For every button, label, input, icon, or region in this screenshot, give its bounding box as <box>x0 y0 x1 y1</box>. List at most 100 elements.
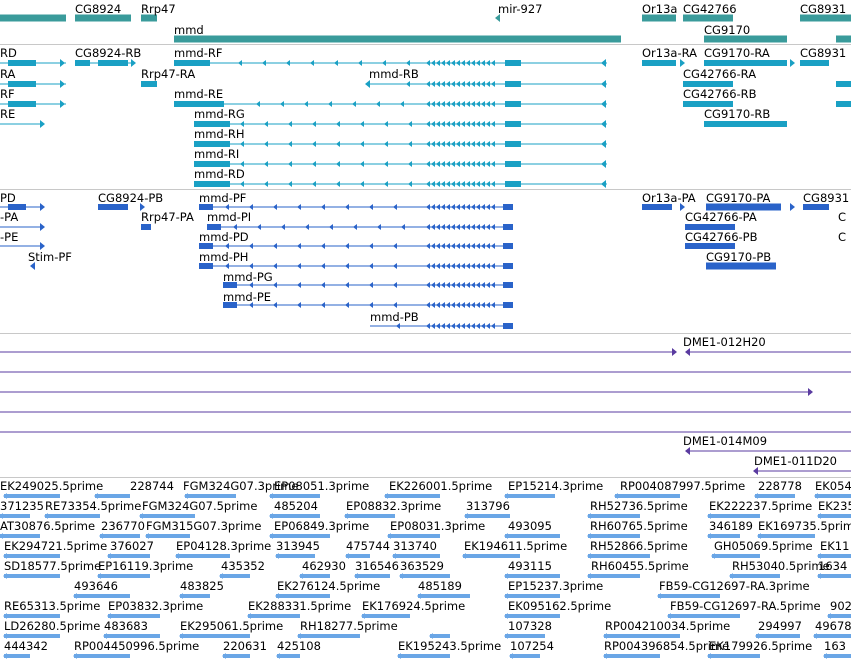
protein-label[interactable]: mmd-PH <box>199 250 249 264</box>
est-label[interactable]: EK222237.5prime <box>709 499 813 513</box>
est-label[interactable]: 107328 <box>508 619 552 633</box>
gene-label[interactable]: mir-927 <box>498 2 543 16</box>
est-label[interactable]: 228744 <box>130 479 174 493</box>
transcript-label[interactable]: mmd-RE <box>174 87 224 101</box>
est-label[interactable]: 107254 <box>510 639 554 653</box>
est-label[interactable]: FB59-CG12697-RA.5prime <box>670 599 821 613</box>
est-label[interactable]: RH18277.5prime <box>300 619 398 633</box>
est-label[interactable]: 236770 <box>101 519 145 533</box>
protein-label[interactable]: C <box>838 230 847 244</box>
protein-label[interactable]: mmd-PI <box>207 210 252 224</box>
est-label[interactable]: 376027 <box>110 539 154 553</box>
est-label[interactable]: 371235 <box>0 499 44 513</box>
protein-label[interactable]: -PA <box>0 210 19 224</box>
est-label[interactable]: FGM315G07.3prime <box>146 519 262 533</box>
transcript-label[interactable]: RA <box>0 67 16 81</box>
est-label[interactable]: 485189 <box>418 579 462 593</box>
est-label[interactable]: EK169735.5prime <box>758 519 851 533</box>
est-label[interactable]: RH52736.5prime <box>590 499 688 513</box>
protein-label[interactable]: -PE <box>0 230 19 244</box>
transcript-label[interactable]: CG42766-RA <box>683 67 757 81</box>
transcript-label[interactable]: CG8931 <box>800 46 847 60</box>
est-label[interactable]: 228778 <box>758 479 802 493</box>
est-label[interactable]: EP04128.3prime <box>176 539 272 553</box>
transcript-label[interactable]: mmd-RF <box>174 46 223 60</box>
est-label[interactable]: EP06849.3prime <box>274 519 370 533</box>
protein-label[interactable]: CG9170-PA <box>706 191 771 205</box>
transcript-label[interactable]: CG8924-RB <box>75 46 142 60</box>
est-label[interactable]: EK288331.5prime <box>248 599 352 613</box>
est-label[interactable]: 1634 <box>818 559 848 573</box>
est-label[interactable]: 49678 <box>815 619 851 633</box>
est-label[interactable]: FB59-CG12697-RA.3prime <box>659 579 810 593</box>
est-label[interactable]: FGM324G07.3prime <box>183 479 299 493</box>
est-label[interactable]: RP004450996.5prime <box>74 639 200 653</box>
est-label[interactable]: 316546 <box>355 559 399 573</box>
est-label[interactable]: 493115 <box>508 559 552 573</box>
est-label[interactable]: EP16119.3prime <box>98 559 194 573</box>
protein-label[interactable]: mmd-PF <box>199 191 247 205</box>
transcript-label[interactable]: mmd-RH <box>194 127 245 141</box>
protein-label[interactable]: CG8931 <box>803 191 850 205</box>
clone-label[interactable]: DME1-011D20 <box>754 454 837 468</box>
est-label[interactable]: 444342 <box>4 639 48 653</box>
est-label[interactable]: EK235 <box>818 499 851 513</box>
est-label[interactable]: 313945 <box>276 539 320 553</box>
est-label[interactable]: 493095 <box>508 519 552 533</box>
protein-label[interactable]: Rrp47-PA <box>141 210 194 224</box>
est-label[interactable]: RP004210034.5prime <box>605 619 731 633</box>
est-label[interactable]: EP15214.3prime <box>508 479 604 493</box>
est-label[interactable]: 346189 <box>709 519 753 533</box>
est-label[interactable]: EP15237.3prime <box>508 579 604 593</box>
est-label[interactable]: EK195243.5prime <box>398 639 502 653</box>
protein-label[interactable]: PD <box>0 191 16 205</box>
transcript-label[interactable]: Rrp47-RA <box>141 67 196 81</box>
est-label[interactable]: 435352 <box>221 559 265 573</box>
est-label[interactable]: 363529 <box>400 559 444 573</box>
est-label[interactable]: GH05069.5prime <box>714 539 813 553</box>
transcript-label[interactable]: RF <box>0 87 15 101</box>
gene-label[interactable]: Rrp47 <box>141 2 176 16</box>
est-label[interactable]: 493646 <box>74 579 118 593</box>
est-label[interactable]: 313796 <box>466 499 510 513</box>
est-label[interactable]: AT30876.5prime <box>0 519 96 533</box>
est-label[interactable]: 902 <box>830 599 851 613</box>
est-label[interactable]: RH53040.5prime <box>732 559 830 573</box>
est-label[interactable]: EK295061.5prime <box>180 619 284 633</box>
est-label[interactable]: RH60765.5prime <box>590 519 688 533</box>
est-label[interactable]: FGM324G07.5prime <box>142 499 258 513</box>
est-label[interactable]: 485204 <box>274 499 318 513</box>
est-label[interactable]: 483825 <box>180 579 224 593</box>
gene-label[interactable]: CG8924 <box>75 2 122 16</box>
protein-label[interactable]: mmd-PD <box>199 230 249 244</box>
protein-label[interactable]: mmd-PE <box>223 290 272 304</box>
est-label[interactable]: EP08832.3prime <box>346 499 442 513</box>
est-label[interactable]: EK249025.5prime <box>0 479 104 493</box>
est-label[interactable]: EK226001.5prime <box>389 479 493 493</box>
est-label[interactable]: RP004396854.5prime <box>604 639 730 653</box>
est-label[interactable]: 475744 <box>346 539 390 553</box>
est-label[interactable]: 294997 <box>758 619 802 633</box>
est-label[interactable]: EK054 <box>815 479 851 493</box>
est-label[interactable]: EK194611.5prime <box>464 539 568 553</box>
transcript-label[interactable]: CG9170-RA <box>704 46 770 60</box>
transcript-label[interactable]: mmd-RI <box>194 147 240 161</box>
est-label[interactable]: SD18577.5prime <box>4 559 102 573</box>
est-label[interactable]: LD26280.5prime <box>4 619 101 633</box>
gene-label[interactable]: CG8931 <box>800 2 847 16</box>
protein-label[interactable]: CG42766-PB <box>685 230 758 244</box>
clone-label[interactable]: DME1-014M09 <box>683 434 768 448</box>
est-label[interactable]: RH52866.5prime <box>590 539 688 553</box>
transcript-label[interactable]: CG42766-RB <box>683 87 757 101</box>
protein-label[interactable]: CG42766-PA <box>685 210 757 224</box>
clone-label[interactable]: DME1-012H20 <box>683 335 766 349</box>
est-label[interactable]: 220631 <box>223 639 267 653</box>
est-label[interactable]: RE65313.5prime <box>4 599 101 613</box>
est-label[interactable]: 483683 <box>104 619 148 633</box>
est-label[interactable]: 425108 <box>277 639 321 653</box>
transcript-label[interactable]: RD <box>0 46 17 60</box>
protein-label[interactable]: Stim-PF <box>28 250 72 264</box>
protein-label[interactable]: CG8924-PB <box>98 191 164 205</box>
transcript-label[interactable]: mmd-RD <box>194 167 245 181</box>
transcript-label[interactable]: RE <box>0 107 16 121</box>
